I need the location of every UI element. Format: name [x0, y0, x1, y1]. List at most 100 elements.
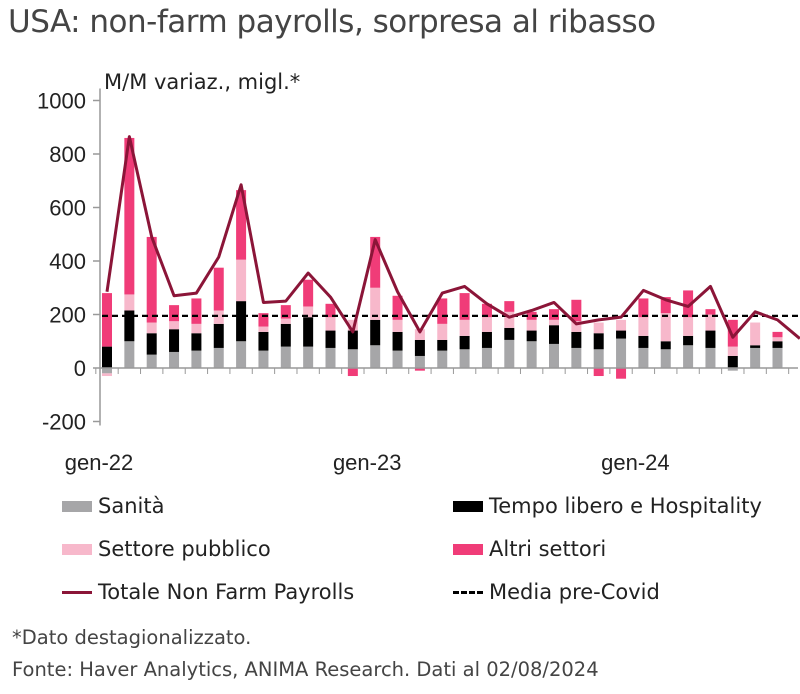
bar-sanita [325, 347, 336, 368]
bar-altri_settori [102, 293, 112, 347]
bar-altri_settori [146, 236, 157, 323]
bar-sanita [213, 347, 224, 368]
bar-settore_pubblico [593, 322, 604, 334]
bar-altri_settori [280, 305, 291, 319]
source-note: Fonte: Haver Analytics, ANIMA Research. … [12, 658, 599, 681]
bar-altri_settori [638, 298, 649, 318]
bar-sanita [616, 338, 627, 368]
bar-tempo_libero [660, 341, 671, 350]
bar-sanita [660, 349, 671, 368]
bar-sanita [526, 341, 537, 368]
legend-label-totale: Totale Non Farm Payrolls [98, 580, 355, 604]
bar-sanita [481, 347, 492, 368]
totale-line [105, 135, 800, 340]
bar-settore_pubblico [683, 317, 694, 336]
bar-settore_pubblico [236, 259, 247, 302]
unit-label: M/M variaz., migl.* [104, 70, 301, 94]
bar-tempo_libero [347, 330, 358, 350]
bar-sanita [750, 347, 761, 368]
bar-sanita [772, 347, 783, 368]
bar-tempo_libero [124, 310, 135, 342]
bar-tempo_libero [727, 355, 738, 368]
bar-altri_settori [213, 267, 224, 311]
bar-altri_settori [481, 303, 492, 318]
bar-sanita [638, 347, 649, 368]
bar-altri_settori [593, 368, 604, 377]
legend-swatch-sanita [62, 500, 92, 512]
bar-altri_settori [727, 319, 738, 347]
bar-settore_pubblico [638, 317, 649, 336]
bar-sanita [169, 351, 180, 368]
bar-tempo_libero [705, 330, 716, 348]
bar-sanita [102, 368, 112, 374]
bar-settore_pubblico [571, 321, 582, 332]
bar-tempo_libero [102, 346, 112, 368]
bar-altri_settori [549, 309, 559, 320]
bar-settore_pubblico [459, 319, 470, 336]
bar-tempo_libero [146, 333, 157, 355]
bar-altri_settori [459, 293, 470, 320]
legend-item-media: Media pre-Covid [453, 580, 660, 604]
bar-tempo_libero [280, 323, 291, 347]
legend-item-sanita: Sanità [62, 494, 164, 518]
bar-altri_settori [683, 290, 694, 318]
legend-item-altri-settori: Altri settori [453, 537, 606, 561]
bar-altri_settori [303, 279, 314, 307]
bar-tempo_libero [392, 331, 403, 351]
bar-settore_pubblico [146, 322, 157, 334]
bar-tempo_libero [459, 335, 470, 350]
bar-tempo_libero [370, 319, 381, 346]
bar-sanita [146, 354, 157, 368]
legend-label-tempo-libero: Tempo libero e Hospitality [489, 494, 762, 518]
legend-item-totale: Totale Non Farm Payrolls [62, 580, 354, 604]
legend-label-media: Media pre-Covid [489, 580, 660, 604]
bar-altri_settori [370, 236, 381, 288]
bar-settore_pubblico [772, 337, 783, 342]
bar-tempo_libero [593, 333, 604, 350]
bar-altri_settori [236, 190, 247, 260]
bar-tempo_libero [303, 317, 314, 347]
bar-altri_settori [616, 368, 627, 379]
legend-swatch-tempo-libero [453, 500, 483, 512]
bar-tempo_libero [236, 301, 247, 342]
chart-title: USA: non-farm payrolls, sorpresa al riba… [8, 4, 656, 40]
x-tick-label: gen-23 [333, 450, 402, 475]
bar-settore_pubblico [705, 314, 716, 331]
bar-tempo_libero [638, 335, 649, 348]
bar-settore_pubblico [124, 294, 135, 311]
legend-label-settore-pubblico: Settore pubblico [98, 537, 271, 561]
bar-tempo_libero [213, 323, 224, 348]
y-tick-label: 200 [49, 303, 86, 328]
y-tick-label: 1000 [37, 89, 86, 114]
legend-label-sanita: Sanità [98, 494, 165, 518]
bar-settore_pubblico [280, 318, 291, 324]
y-tick-label: 600 [49, 196, 86, 221]
bar-altri_settori [526, 311, 537, 320]
bar-altri_settori [660, 297, 671, 314]
x-tick-label: gen-22 [65, 450, 134, 475]
bar-sanita [236, 341, 247, 368]
legend-swatch-settore-pubblico [62, 543, 92, 555]
legend-swatch-altri-settori [453, 543, 483, 555]
bar-sanita [571, 347, 582, 368]
bar-sanita [549, 343, 559, 368]
legend-swatch-media [453, 590, 483, 594]
bar-sanita [437, 350, 448, 368]
bar-settore_pubblico [169, 321, 180, 330]
bar-sanita [303, 346, 314, 368]
bar-sanita [504, 339, 515, 368]
bar-tempo_libero [481, 331, 492, 348]
bar-settore_pubblico [750, 322, 761, 346]
bar-tempo_libero [169, 329, 180, 352]
legend-item-tempo-libero: Tempo libero e Hospitality [453, 494, 762, 518]
legend-label-altri-settori: Altri settori [489, 537, 607, 561]
legend-item-settore-pubblico: Settore pubblico [62, 537, 271, 561]
bar-tempo_libero [772, 341, 783, 348]
bar-settore_pubblico [437, 323, 448, 340]
bar-tempo_libero [526, 330, 537, 342]
bar-settore_pubblico [303, 306, 314, 318]
bar-tempo_libero [191, 333, 202, 351]
bar-altri_settori [705, 309, 716, 315]
bar-settore_pubblico [102, 373, 112, 377]
